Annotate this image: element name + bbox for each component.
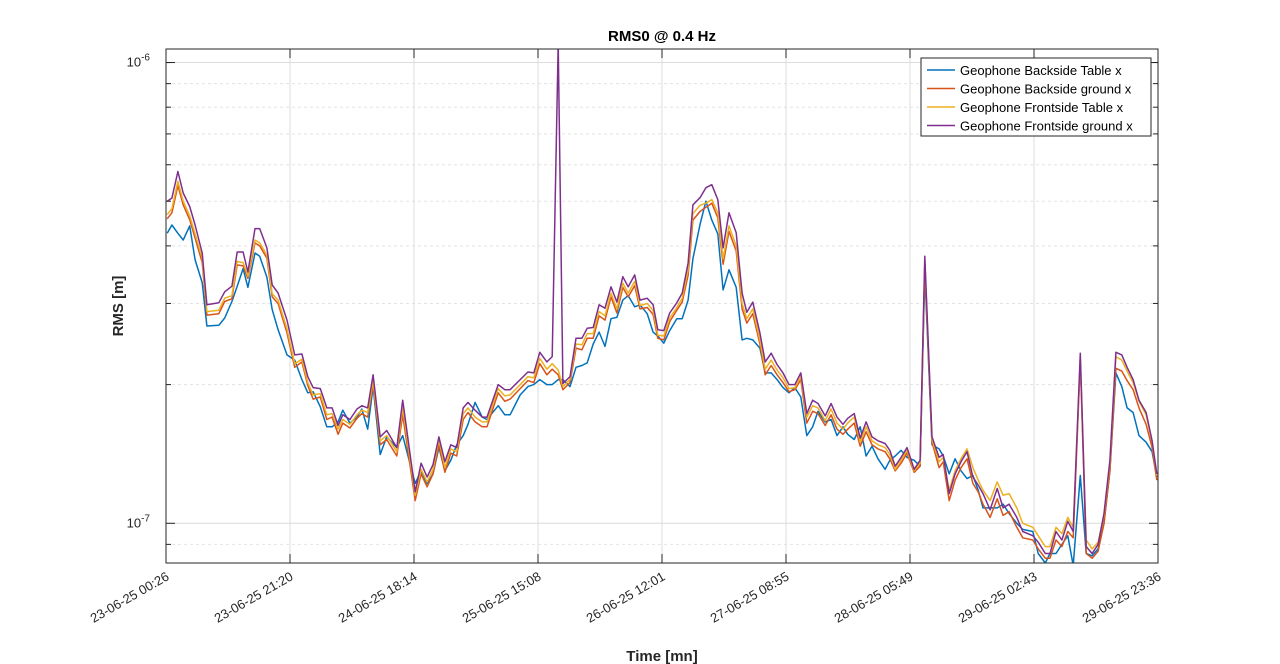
legend[interactable]: Geophone Backside Table x Geophone Backsi… bbox=[920, 57, 1152, 137]
legend-item[interactable]: Geophone Backside Table x bbox=[927, 63, 1122, 78]
y-tick-label: 10-7 bbox=[127, 513, 151, 530]
legend-box bbox=[920, 57, 1152, 137]
legend-label: Geophone Backside Table x bbox=[960, 63, 1122, 78]
axes-box bbox=[165, 48, 1159, 564]
legend-item[interactable]: Geophone Frontside Table x bbox=[927, 100, 1124, 115]
legend-label: Geophone Backside ground x bbox=[960, 82, 1132, 97]
series-lines bbox=[166, 49, 1158, 563]
legend-label: Geophone Frontside ground x bbox=[960, 119, 1133, 134]
legend-item[interactable]: Geophone Frontside ground x bbox=[927, 119, 1133, 134]
series-line-2 bbox=[166, 184, 1158, 559]
legend-item[interactable]: Geophone Backside ground x bbox=[927, 82, 1132, 97]
chart-title: RMS0 @ 0.4 Hz bbox=[608, 28, 716, 45]
y-tick-label: 10-6 bbox=[127, 53, 151, 70]
series-line-3 bbox=[166, 180, 1158, 550]
x-axis-label: Time [mn] bbox=[626, 648, 697, 664]
legend-label: Geophone Frontside Table x bbox=[960, 100, 1124, 115]
y-axis-label: RMS [m] bbox=[110, 276, 127, 337]
series-line-4 bbox=[166, 49, 1158, 555]
